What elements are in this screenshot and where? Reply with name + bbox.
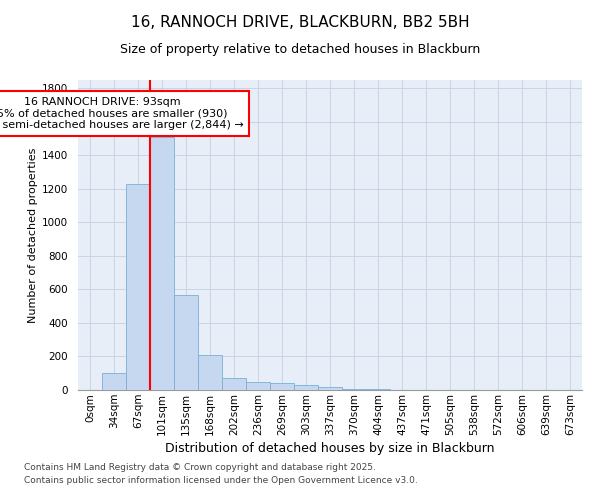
Text: 16 RANNOCH DRIVE: 93sqm
← 25% of detached houses are smaller (930)
75% of semi-d: 16 RANNOCH DRIVE: 93sqm ← 25% of detache…	[0, 97, 244, 130]
Bar	[222, 378, 246, 390]
Bar	[246, 382, 270, 390]
Text: Contains HM Land Registry data © Crown copyright and database right 2025.: Contains HM Land Registry data © Crown c…	[24, 462, 376, 471]
Bar	[318, 386, 342, 390]
Bar	[150, 137, 174, 390]
Bar	[342, 389, 366, 390]
Bar	[294, 385, 318, 390]
Bar	[270, 384, 294, 390]
Text: Contains public sector information licensed under the Open Government Licence v3: Contains public sector information licen…	[24, 476, 418, 485]
Text: Size of property relative to detached houses in Blackburn: Size of property relative to detached ho…	[120, 42, 480, 56]
Bar	[174, 296, 198, 390]
Bar	[102, 373, 126, 390]
Y-axis label: Number of detached properties: Number of detached properties	[28, 148, 38, 322]
Text: 16, RANNOCH DRIVE, BLACKBURN, BB2 5BH: 16, RANNOCH DRIVE, BLACKBURN, BB2 5BH	[131, 15, 469, 30]
Bar	[126, 184, 150, 390]
X-axis label: Distribution of detached houses by size in Blackburn: Distribution of detached houses by size …	[165, 442, 495, 455]
Bar	[198, 355, 222, 390]
